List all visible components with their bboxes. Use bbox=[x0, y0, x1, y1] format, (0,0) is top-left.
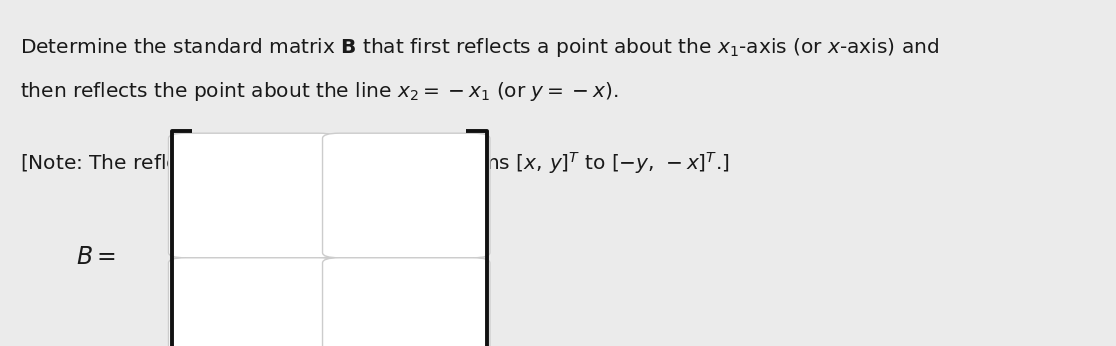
FancyBboxPatch shape bbox=[169, 133, 336, 258]
Text: Determine the standard matrix $\mathbf{B}$ that first reflects a point about the: Determine the standard matrix $\mathbf{B… bbox=[20, 36, 940, 59]
Text: then reflects the point about the line $x_2 = -x_1$ (or $y = -x$).: then reflects the point about the line $… bbox=[20, 80, 618, 102]
FancyBboxPatch shape bbox=[169, 258, 336, 346]
FancyBboxPatch shape bbox=[323, 258, 490, 346]
Text: [Note: The reflection through $y = -x$ transforms $[x,\, y]^T$ to $[-y,\, -x]^T$: [Note: The reflection through $y = -x$ t… bbox=[20, 151, 730, 176]
Text: $B =$: $B =$ bbox=[76, 246, 116, 269]
FancyBboxPatch shape bbox=[323, 133, 490, 258]
